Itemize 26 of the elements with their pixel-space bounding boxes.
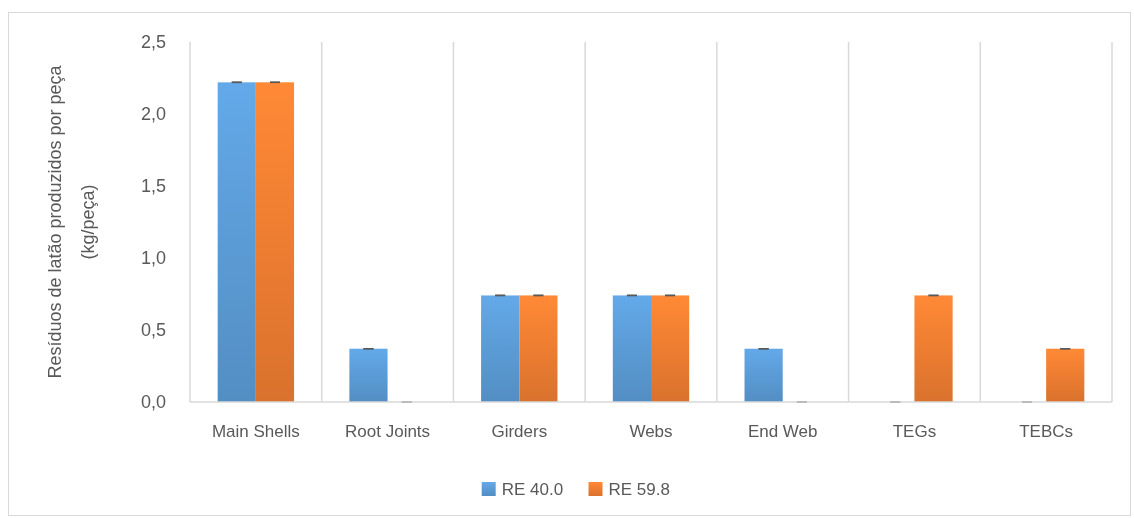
x-tick-label: Webs (629, 422, 673, 441)
bar (651, 295, 690, 402)
y-tick-label: 1,5 (140, 176, 166, 197)
bar (217, 82, 256, 402)
x-tick-label: Main Shells (211, 422, 300, 441)
y-tick-label: 0,0 (140, 392, 166, 413)
bar (612, 295, 651, 402)
y-axis-title: Resíduos de latão produzidos por peça (kg/peça) (45, 64, 99, 379)
bar (519, 295, 558, 402)
legend-label: RE 40.0 (501, 479, 564, 499)
x-tick-label: End Web (747, 422, 818, 441)
legend-label: RE 59.8 (608, 479, 670, 499)
x-tick-label: TEGs (892, 422, 937, 441)
y-tick-label: 1,0 (140, 248, 166, 269)
x-tick-label: Root Joints (345, 422, 431, 441)
y-tick-label: 2,5 (140, 32, 166, 53)
x-tick-label: TEBCs (1019, 422, 1074, 441)
bar (914, 295, 953, 402)
bar (255, 82, 295, 402)
bar (1046, 348, 1085, 402)
y-tick-label: 2,0 (140, 104, 166, 125)
y-tick-label: 0,5 (140, 320, 166, 341)
bar (349, 348, 388, 402)
bar (481, 295, 520, 402)
x-tick-label: Girders (491, 422, 548, 441)
bar (744, 348, 783, 402)
